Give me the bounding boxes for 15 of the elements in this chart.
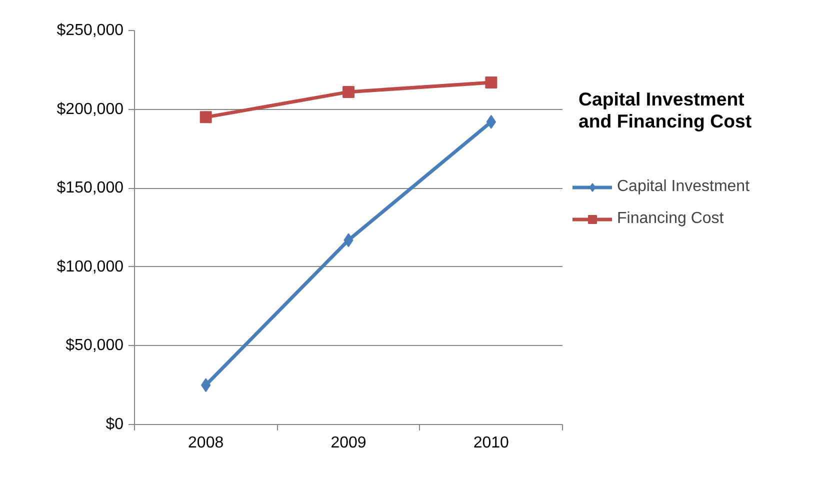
x-tick-label: 2010 bbox=[473, 434, 510, 452]
y-tick-label: $150,000 bbox=[56, 180, 124, 197]
x-tick-label: 2008 bbox=[188, 434, 224, 452]
point bbox=[485, 76, 498, 89]
y-tick-label: $50,000 bbox=[66, 337, 124, 354]
legend-label: Financing Cost bbox=[617, 210, 724, 228]
x-tick-label: 2009 bbox=[330, 434, 366, 452]
y-tick-label: $200,000 bbox=[56, 100, 124, 118]
y-tick-label: $0 bbox=[106, 416, 124, 433]
point bbox=[200, 111, 212, 124]
legend-label: Capital Investment bbox=[617, 178, 750, 196]
point bbox=[342, 86, 354, 98]
text: Capital Investment and Financing Cost bbox=[578, 88, 752, 132]
y-tick-label: $250,000 bbox=[56, 22, 124, 39]
y-tick-label: $100,000 bbox=[56, 258, 124, 276]
